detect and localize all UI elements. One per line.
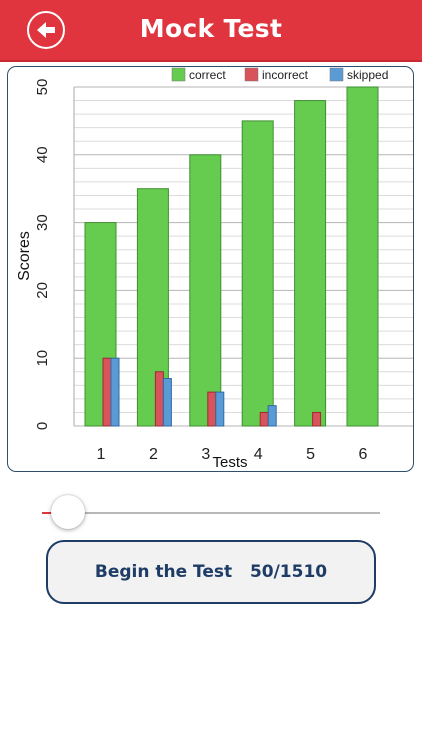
y-tick-label: 20 [34,282,51,299]
bar-incorrect [102,357,112,427]
bar-correct [294,100,327,427]
x-tick-label: 3 [201,446,210,463]
bar-skipped [215,391,225,427]
x-tick-label: 6 [359,446,368,463]
legend-label: correct [189,68,226,82]
x-tick-label: 5 [306,446,315,463]
y-tick-label: 40 [34,146,51,163]
back-button[interactable] [27,11,65,49]
page-title: Mock Test [139,14,283,43]
legend-swatch [171,67,186,82]
bar-skipped [267,405,277,427]
back-arrow-icon [37,22,55,38]
legend-swatch [329,67,344,82]
bar-skipped [110,357,120,427]
begin-test-label: Begin the Test [94,562,233,582]
x-tick-label: 2 [149,446,158,463]
bar-incorrect [259,411,269,427]
legend-label: skipped [347,68,388,82]
bar-correct [241,120,274,427]
y-tick-label: 0 [34,422,51,430]
legend-swatch [244,67,259,82]
slider-thumb[interactable] [51,495,85,529]
bar-incorrect [312,411,322,427]
y-axis-label: Scores [16,231,33,281]
y-tick-label: 10 [34,350,51,367]
test-progress-label: 50/1510 [249,562,328,582]
bar-incorrect [207,391,217,427]
x-axis-label: Tests [212,454,247,471]
bar-incorrect [154,371,164,427]
x-tick-label: 4 [254,446,263,463]
bar-correct [189,154,222,427]
bar-skipped [162,378,172,427]
y-tick-label: 50 [34,79,51,96]
header-bar: Mock Test [0,0,422,62]
x-tick-label: 1 [97,446,106,463]
scores-chart: 0 10 20 30 40 50 Scores 1 2 3 4 5 6 Tests correct incor… [7,66,414,472]
legend-label: incorrect [262,68,309,82]
begin-test-button[interactable]: Begin the Test 50/1510 [46,540,376,604]
slider-track [42,512,380,514]
bar-correct [346,86,379,427]
test-slider[interactable] [42,495,382,531]
y-tick-label: 30 [34,214,51,231]
chart-svg: 0 10 20 30 40 50 Scores 1 2 3 4 5 6 Tests correct incor… [16,67,413,471]
